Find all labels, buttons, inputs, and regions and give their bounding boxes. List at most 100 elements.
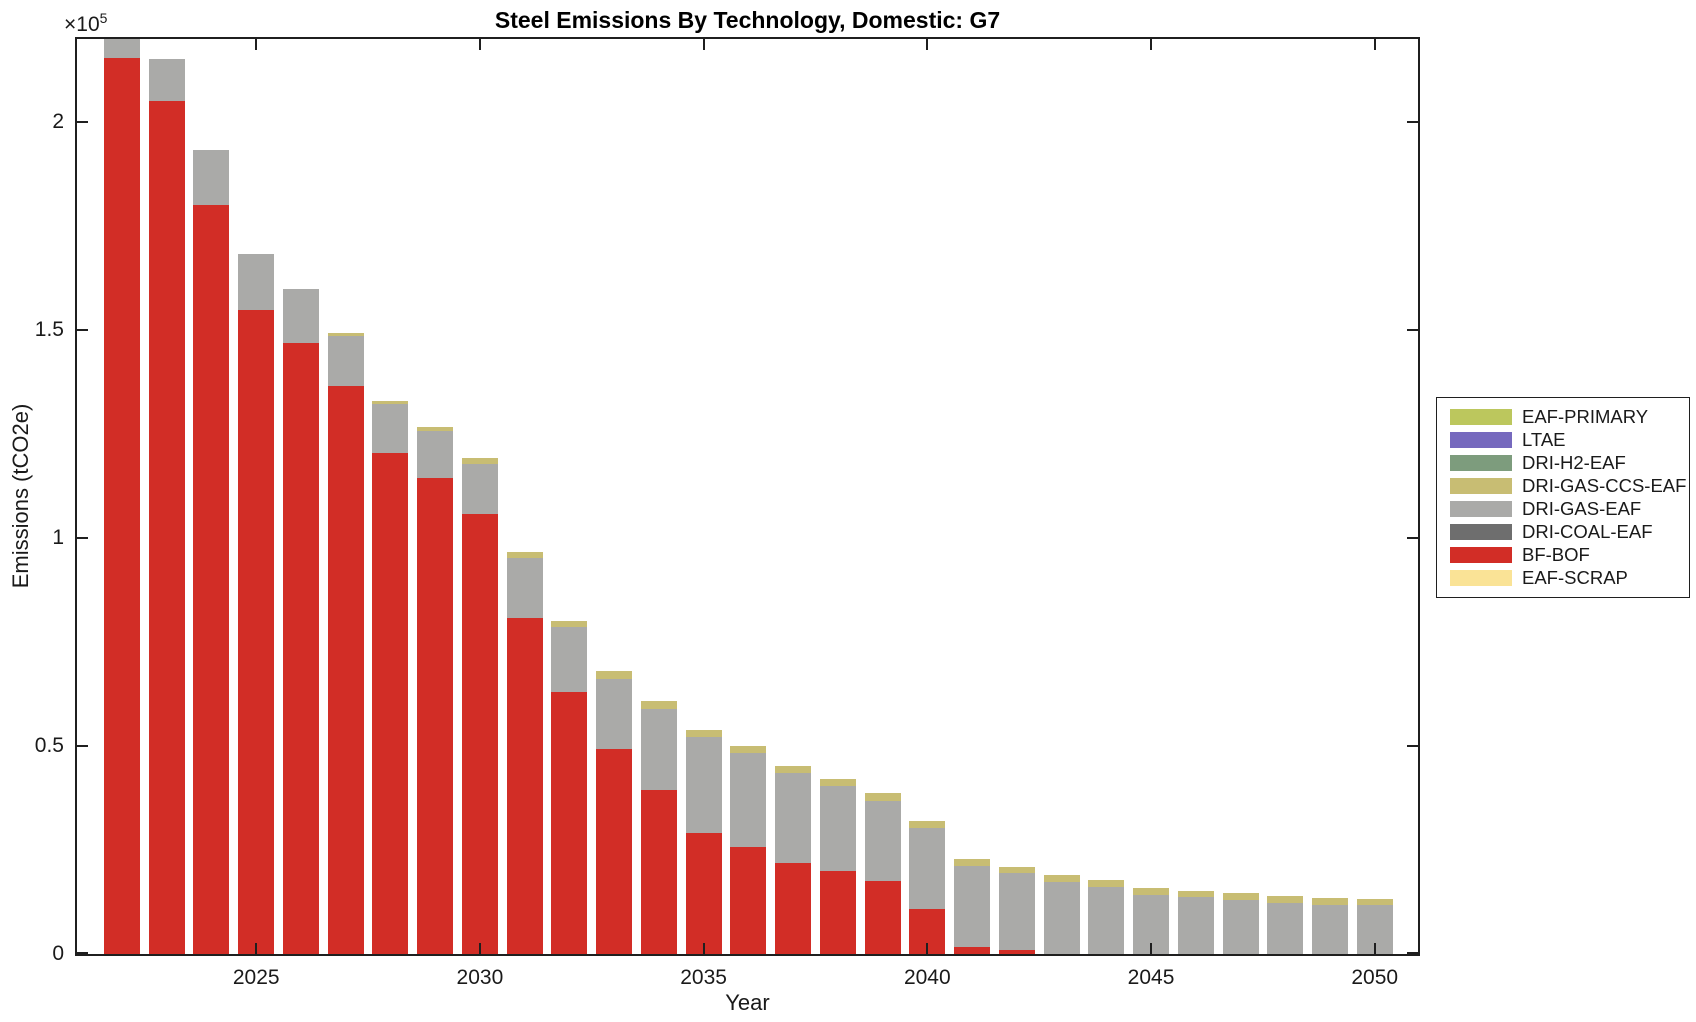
bar-segment-dri-gas-ccs-eaf-2028 xyxy=(372,400,409,405)
bar-segment-bf-bof-2030 xyxy=(461,513,498,954)
bar-segment-dri-gas-ccs-eaf-2041 xyxy=(954,858,991,867)
bar-segment-dri-gas-ccs-eaf-2027 xyxy=(327,333,364,336)
bar-segment-dri-gas-eaf-2022 xyxy=(104,39,140,58)
bar-segment-dri-gas-ccs-eaf-2035 xyxy=(685,730,722,738)
chart-title: Steel Emissions By Technology, Domestic:… xyxy=(494,7,1001,33)
bar-segment-bf-bof-2038 xyxy=(819,871,856,954)
legend-label-dri-h2-eaf: DRI-H2-EAF xyxy=(1522,452,1626,473)
legend-swatch-eaf-scrap xyxy=(1450,570,1512,586)
bar-segment-dri-gas-ccs-eaf-2034 xyxy=(640,700,677,709)
x-tick-2050-bottom xyxy=(1373,943,1376,954)
bar-segment-dri-gas-ccs-eaf-2036 xyxy=(730,746,767,754)
bar-segment-dri-gas-ccs-eaf-2032 xyxy=(551,621,588,628)
bar-segment-dri-gas-eaf-2039 xyxy=(864,800,901,881)
x-tick-label-2035: 2035 xyxy=(680,966,727,989)
y-tick-1-left xyxy=(77,537,88,540)
bar-segment-dri-gas-eaf-2043 xyxy=(1043,882,1080,954)
x-tick-label-2050: 2050 xyxy=(1351,966,1399,989)
bar-segment-dri-gas-eaf-2033 xyxy=(596,678,633,749)
bar-segment-dri-gas-ccs-eaf-2033 xyxy=(596,670,633,679)
y-tick-label-0.5: 0.5 xyxy=(34,734,64,758)
bar-segment-bf-bof-2023 xyxy=(148,101,185,954)
legend-swatch-bf-bof xyxy=(1450,547,1512,563)
bar-segment-dri-gas-ccs-eaf-2029 xyxy=(417,426,454,432)
y-tick-0-right xyxy=(1407,952,1418,954)
legend: EAF-PRIMARY LTAE DRI-H2-EAF DRI-GAS-CCS-EAF… xyxy=(1436,397,1690,598)
bar-segment-bf-bof-2031 xyxy=(506,618,543,954)
x-tick-2040-bottom xyxy=(926,943,929,954)
bar-segment-bf-bof-2042 xyxy=(998,950,1035,954)
bar-segment-dri-gas-ccs-eaf-2031 xyxy=(506,552,543,558)
bar-segment-dri-gas-eaf-2028 xyxy=(372,404,409,453)
y-tick-2-left xyxy=(77,121,88,124)
bar-segment-dri-gas-ccs-eaf-2046 xyxy=(1177,890,1214,898)
legend-item-dri-gas-ccs-eaf: DRI-GAS-CCS-EAF xyxy=(1437,475,1689,498)
bar-segment-dri-gas-ccs-eaf-2039 xyxy=(864,793,901,801)
bar-segment-bf-bof-2027 xyxy=(327,386,364,954)
y-tick-label-0: 0 xyxy=(52,942,64,965)
x-tick-2040-top xyxy=(926,39,929,50)
x-tick-label-2025: 2025 xyxy=(232,966,280,989)
bar-segment-bf-bof-2033 xyxy=(596,748,633,954)
bar-segment-bf-bof-2037 xyxy=(775,862,812,954)
bar-segment-dri-gas-ccs-eaf-2040 xyxy=(909,820,946,828)
bar-segment-dri-gas-eaf-2024 xyxy=(193,150,230,206)
y-axis-exponent: ×105 xyxy=(64,10,107,37)
plot-area xyxy=(75,37,1420,956)
bar-segment-dri-gas-eaf-2031 xyxy=(506,557,543,619)
bar-segment-dri-gas-eaf-2029 xyxy=(417,431,454,478)
legend-label-eaf-primary: EAF-PRIMARY xyxy=(1522,406,1649,427)
bar-segment-bf-bof-2024 xyxy=(193,205,230,954)
y-tick-0-left xyxy=(77,952,88,954)
y-tick-0.5-right xyxy=(1407,745,1418,748)
legend-item-ltae: LTAE xyxy=(1437,429,1689,452)
legend-item-dri-coal-eaf: DRI-COAL-EAF xyxy=(1437,521,1689,544)
bar-segment-dri-gas-eaf-2026 xyxy=(282,288,319,343)
legend-label-dri-gas-eaf: DRI-GAS-EAF xyxy=(1522,498,1642,519)
legend-item-eaf-primary: EAF-PRIMARY xyxy=(1437,406,1689,429)
x-tick-2035-top xyxy=(702,39,705,50)
bar-segment-bf-bof-2039 xyxy=(864,880,901,954)
bar-segment-dri-gas-eaf-2049 xyxy=(1311,904,1348,954)
bar-segment-dri-gas-eaf-2040 xyxy=(909,828,946,909)
y-tick-label-1.5: 1.5 xyxy=(34,318,64,342)
x-tick-2025-bottom xyxy=(255,943,258,954)
bar-segment-dri-gas-eaf-2035 xyxy=(685,737,722,833)
bar-segment-dri-gas-ccs-eaf-2045 xyxy=(1133,888,1170,896)
bar-segment-bf-bof-2041 xyxy=(954,947,991,954)
legend-label-eaf-scrap: EAF-SCRAP xyxy=(1522,567,1628,588)
bar-segment-bf-bof-2026 xyxy=(282,342,319,954)
bar-segment-dri-gas-eaf-2044 xyxy=(1088,887,1125,954)
bar-segment-dri-gas-eaf-2042 xyxy=(998,873,1035,951)
bar-segment-dri-gas-ccs-eaf-2050 xyxy=(1356,898,1393,905)
y-tick-0.5-left xyxy=(77,745,88,748)
bar-segment-bf-bof-2025 xyxy=(238,310,275,954)
bar-segment-dri-gas-eaf-2036 xyxy=(730,753,767,847)
bar-segment-dri-gas-ccs-eaf-2038 xyxy=(819,778,856,787)
y-tick-label-1: 1 xyxy=(52,526,64,550)
y-axis-label: Emissions (tCO2e) xyxy=(8,403,33,589)
bar-segment-bf-bof-2032 xyxy=(551,692,588,954)
legend-swatch-eaf-primary xyxy=(1450,409,1512,425)
bar-segment-dri-gas-eaf-2041 xyxy=(954,866,991,948)
y-tick-1-right xyxy=(1407,537,1418,540)
x-tick-2025-top xyxy=(255,39,258,50)
bar-segment-bf-bof-2028 xyxy=(372,452,409,954)
bar-segment-dri-gas-eaf-2048 xyxy=(1267,902,1304,954)
legend-label-dri-coal-eaf: DRI-COAL-EAF xyxy=(1522,521,1653,542)
bar-segment-dri-gas-eaf-2047 xyxy=(1222,899,1259,954)
bar-segment-dri-gas-ccs-eaf-2044 xyxy=(1088,879,1125,888)
bar-segment-dri-gas-ccs-eaf-2047 xyxy=(1222,892,1259,900)
x-axis-label: Year xyxy=(725,990,770,1015)
bar-segment-dri-gas-eaf-2030 xyxy=(461,463,498,514)
legend-label-ltae: LTAE xyxy=(1522,429,1566,450)
bar-segment-dri-gas-ccs-eaf-2043 xyxy=(1043,875,1080,883)
legend-swatch-dri-gas-eaf xyxy=(1450,501,1512,517)
legend-swatch-dri-coal-eaf xyxy=(1450,524,1512,540)
legend-item-dri-gas-eaf: DRI-GAS-EAF xyxy=(1437,498,1689,521)
bar-segment-dri-gas-eaf-2023 xyxy=(148,58,185,102)
legend-item-dri-h2-eaf: DRI-H2-EAF xyxy=(1437,452,1689,475)
bar-segment-bf-bof-2034 xyxy=(640,790,677,954)
bar-segment-bf-bof-2035 xyxy=(685,832,722,954)
